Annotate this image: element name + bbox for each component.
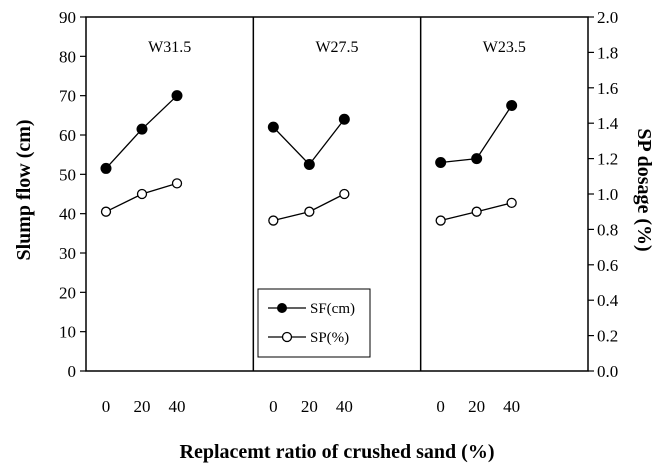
panel-label: W31.5	[148, 39, 191, 56]
y-left-tick-label: 50	[59, 165, 76, 184]
y-right-tick-label: 1.4	[597, 114, 619, 133]
sp-point	[471, 206, 482, 217]
sf-point	[100, 162, 112, 174]
y-left-tick-label: 20	[59, 283, 76, 302]
legend-marker-filled	[277, 303, 287, 313]
panel-label: W27.5	[315, 39, 358, 56]
sf-point	[171, 90, 183, 102]
x-axis-title: Replacemt ratio of crushed sand (%)	[180, 441, 495, 463]
x-tick-label: 0	[102, 397, 111, 416]
sp-point	[171, 178, 183, 189]
legend-label: SP(%)	[310, 330, 349, 346]
sf-series-line	[272, 118, 345, 166]
y-left-tick-label: 60	[59, 126, 76, 145]
y-right-tick-label: 1.2	[597, 150, 618, 169]
x-tick-label: 20	[301, 397, 318, 416]
panel-label: W23.5	[483, 39, 526, 56]
legend: SF(cm) SP(%)	[257, 288, 371, 358]
sf-point	[471, 153, 483, 165]
y-left-tick-label: 40	[59, 205, 76, 224]
y-left-tick-label: 90	[59, 8, 76, 27]
x-tick-label: 40	[503, 397, 520, 416]
series-layer: W31.5 0 20 40 W27.5 0 20 40 W23.5 0 20 40	[100, 39, 526, 416]
panel-W31.5: W31.5 0 20 40	[100, 39, 191, 416]
sf-point	[136, 123, 148, 135]
y-axis-left-title: Slump flow (cm)	[13, 119, 35, 260]
y-right-tick-label: 1.6	[597, 79, 618, 98]
x-tick-label: 40	[169, 397, 186, 416]
x-tick-label: 20	[468, 397, 485, 416]
sp-point	[304, 206, 315, 217]
x-tick-label: 0	[436, 397, 445, 416]
panel-W23.5: W23.5 0 20 40	[435, 39, 526, 416]
sf-point	[338, 113, 350, 125]
sp-point	[506, 197, 517, 209]
y-left-tick-label: 70	[59, 87, 76, 106]
sp-point	[268, 215, 279, 226]
y-left-tick-label: 30	[59, 244, 76, 263]
panel-W27.5: W27.5 0 20 40	[267, 39, 359, 416]
legend-marker-open	[281, 331, 293, 343]
x-tick-label: 0	[269, 397, 278, 416]
sp-point	[136, 188, 148, 200]
sp-point	[339, 188, 350, 200]
legend-box	[257, 288, 371, 358]
y-right-tick-label: 2.0	[597, 8, 618, 27]
y-right-tick-label: 1.0	[597, 185, 618, 204]
sf-point	[435, 157, 447, 169]
y-left-tick-label: 80	[59, 47, 76, 66]
sf-point	[267, 121, 279, 133]
y-right-tick-label: 0.4	[597, 291, 619, 310]
y-right-tick-label: 0.6	[597, 256, 618, 275]
sp-point	[100, 206, 112, 217]
y-right-tick-label: 0.8	[597, 220, 618, 239]
y-right-tick-label: 0.0	[597, 362, 618, 381]
y-left-tick-label: 0	[68, 362, 77, 381]
y-right-tick-label: 0.2	[597, 327, 618, 346]
legend-label: SF(cm)	[310, 301, 355, 317]
x-tick-label: 20	[134, 397, 151, 416]
sf-point	[303, 159, 315, 170]
x-tick-label: 40	[336, 397, 353, 416]
sf-point	[506, 100, 518, 111]
y-right-tick-label: 1.8	[597, 43, 618, 62]
sp-point	[435, 215, 446, 226]
y-axis-right-title: SP dosage (%)	[633, 128, 655, 251]
axes: 0 10 20 30 40 50 60 70 80 90 0.0 0.2 0.4 0.6 0.8 1.0 1.2…	[59, 8, 619, 381]
y-left-tick-label: 10	[59, 323, 76, 342]
